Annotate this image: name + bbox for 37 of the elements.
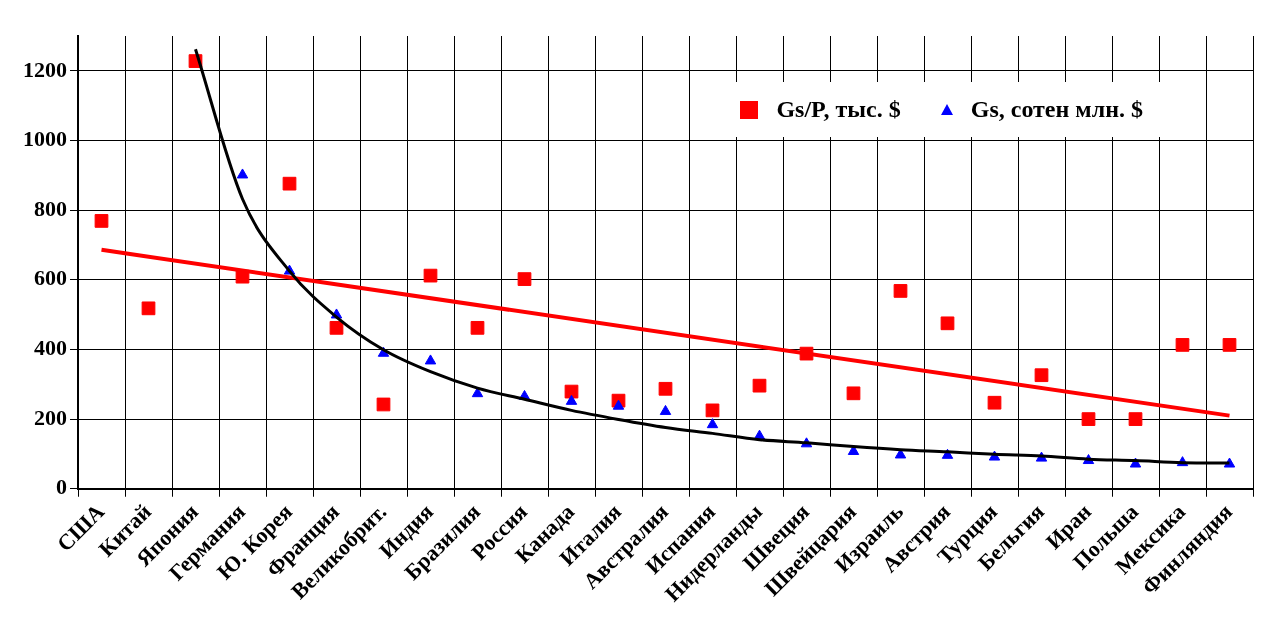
point (564, 384, 579, 399)
point (752, 378, 767, 393)
point (1175, 338, 1190, 352)
point (282, 176, 297, 191)
y-tick-label: 200 (34, 404, 67, 430)
point (1034, 368, 1049, 383)
point (94, 214, 109, 228)
point (470, 320, 485, 335)
point (612, 399, 625, 410)
point (329, 320, 344, 335)
y-tick-label: 800 (34, 195, 67, 221)
point (1128, 412, 1143, 426)
point (235, 269, 250, 284)
legend-label: Gs, сотен млн. $ (970, 96, 1143, 123)
point (846, 386, 861, 401)
point (1222, 338, 1237, 352)
point (987, 395, 1002, 410)
point (236, 168, 249, 179)
point (940, 316, 955, 331)
point (659, 404, 672, 415)
y-tick-label: 0 (56, 474, 67, 500)
point (423, 268, 438, 283)
y-tick-label: 600 (34, 265, 67, 291)
point (376, 397, 391, 412)
point (517, 272, 532, 286)
point (706, 418, 719, 429)
point (893, 284, 908, 298)
point (658, 381, 673, 396)
y-tick-label: 400 (34, 335, 67, 361)
point (705, 403, 720, 418)
point (565, 394, 578, 405)
point (424, 354, 437, 365)
y-tick-label: 1200 (23, 56, 67, 82)
legend-label: Gs/P, тыс. $ (776, 96, 901, 123)
point (141, 301, 156, 316)
y-tick-label: 1000 (23, 126, 67, 152)
point (1081, 412, 1096, 426)
